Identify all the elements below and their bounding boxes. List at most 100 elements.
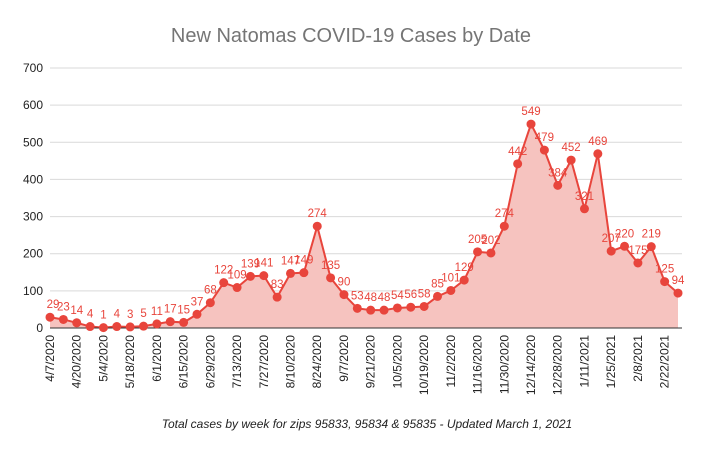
x-tick-label: 7/27/2020 (257, 335, 271, 389)
data-label: 53 (351, 290, 364, 302)
data-point (366, 305, 376, 315)
data-label: 479 (535, 132, 554, 144)
data-point (473, 247, 483, 257)
data-point (45, 312, 55, 322)
x-tick-label: 12/14/2020 (524, 335, 538, 395)
data-label: 149 (294, 255, 313, 267)
data-label: 37 (191, 296, 204, 308)
data-point (299, 268, 309, 278)
data-label: 90 (338, 277, 351, 289)
data-label: 452 (562, 142, 581, 154)
data-label: 56 (404, 289, 417, 301)
y-tick-label: 200 (23, 247, 43, 261)
data-label: 122 (214, 265, 233, 277)
data-point (245, 271, 255, 281)
x-tick-label: 1/11/2021 (577, 335, 591, 388)
data-label: 23 (57, 301, 70, 313)
data-point (579, 204, 589, 214)
data-label: 549 (521, 106, 540, 118)
data-point (513, 159, 523, 169)
data-label: 3 (127, 309, 133, 321)
data-point (392, 303, 402, 313)
data-point (499, 221, 509, 231)
data-point (272, 292, 282, 302)
y-tick-label: 300 (23, 210, 43, 224)
data-point (58, 314, 68, 324)
data-label: 129 (455, 262, 474, 274)
x-tick-label: 10/5/2020 (390, 335, 404, 389)
data-point (192, 309, 202, 319)
area-fill (50, 124, 678, 328)
data-point (660, 277, 670, 287)
data-point (566, 155, 576, 165)
x-tick-label: 2/8/2021 (631, 335, 645, 382)
data-label: 207 (602, 233, 621, 245)
chart-caption: Total cases by week for zips 95833, 9583… (162, 417, 572, 431)
x-tick-label: 6/1/2020 (150, 335, 164, 382)
data-label: 384 (548, 167, 568, 179)
data-point (553, 180, 563, 190)
data-label: 94 (672, 275, 685, 287)
data-point (112, 322, 122, 332)
x-tick-label: 8/10/2020 (284, 335, 298, 389)
data-point (352, 303, 362, 313)
data-label: 83 (271, 279, 284, 291)
x-tick-label: 6/15/2020 (177, 335, 191, 389)
data-point (326, 273, 336, 283)
data-label: 109 (227, 270, 246, 282)
x-tick-label: 4/7/2020 (43, 335, 57, 382)
data-label: 48 (378, 292, 391, 304)
y-axis: 0 100 200 300 400 500 600 700 (23, 61, 43, 335)
x-tick-label: 8/24/2020 (310, 335, 324, 389)
data-point (673, 288, 683, 298)
data-point (179, 317, 189, 327)
data-point (165, 317, 175, 327)
data-point (593, 149, 603, 159)
x-tick-label: 11/16/2020 (471, 335, 485, 394)
data-point (152, 319, 162, 329)
data-label: 101 (441, 272, 460, 284)
data-point (232, 283, 242, 293)
data-point (539, 145, 549, 155)
x-tick-label: 11/2/2020 (444, 335, 458, 388)
data-point (406, 302, 416, 312)
x-tick-label: 10/19/2020 (417, 335, 431, 395)
y-tick-label: 500 (23, 135, 43, 149)
data-label: 48 (364, 292, 377, 304)
data-label: 141 (254, 258, 273, 270)
data-point (606, 246, 616, 256)
data-point (379, 305, 389, 315)
data-point (339, 290, 349, 300)
data-label: 321 (575, 191, 594, 203)
data-point (85, 322, 95, 332)
x-tick-label: 11/30/2020 (497, 335, 511, 394)
data-label: 442 (508, 146, 527, 158)
data-point (526, 119, 536, 129)
data-label: 4 (87, 309, 94, 321)
y-tick-label: 100 (23, 284, 43, 298)
data-label: 58 (418, 288, 431, 300)
data-label: 205 (468, 234, 487, 246)
data-point (286, 268, 296, 278)
data-point (125, 322, 135, 332)
chart-title: New Natomas COVID-19 Cases by Date (171, 25, 531, 47)
data-label: 54 (391, 290, 404, 302)
data-label: 219 (642, 229, 661, 241)
data-point (219, 278, 229, 288)
data-label: 175 (628, 245, 647, 257)
data-points (45, 119, 683, 333)
data-label: 4 (114, 309, 121, 321)
data-point (72, 318, 82, 328)
data-label: 135 (321, 260, 340, 272)
x-tick-label: 1/25/2021 (604, 335, 618, 389)
data-point (98, 323, 108, 333)
data-point (432, 291, 442, 301)
data-label: 202 (481, 235, 500, 247)
data-point (486, 248, 496, 258)
data-point (312, 221, 322, 231)
x-tick-label: 4/20/2020 (70, 335, 84, 389)
data-label: 68 (204, 285, 217, 297)
data-point (633, 258, 643, 268)
